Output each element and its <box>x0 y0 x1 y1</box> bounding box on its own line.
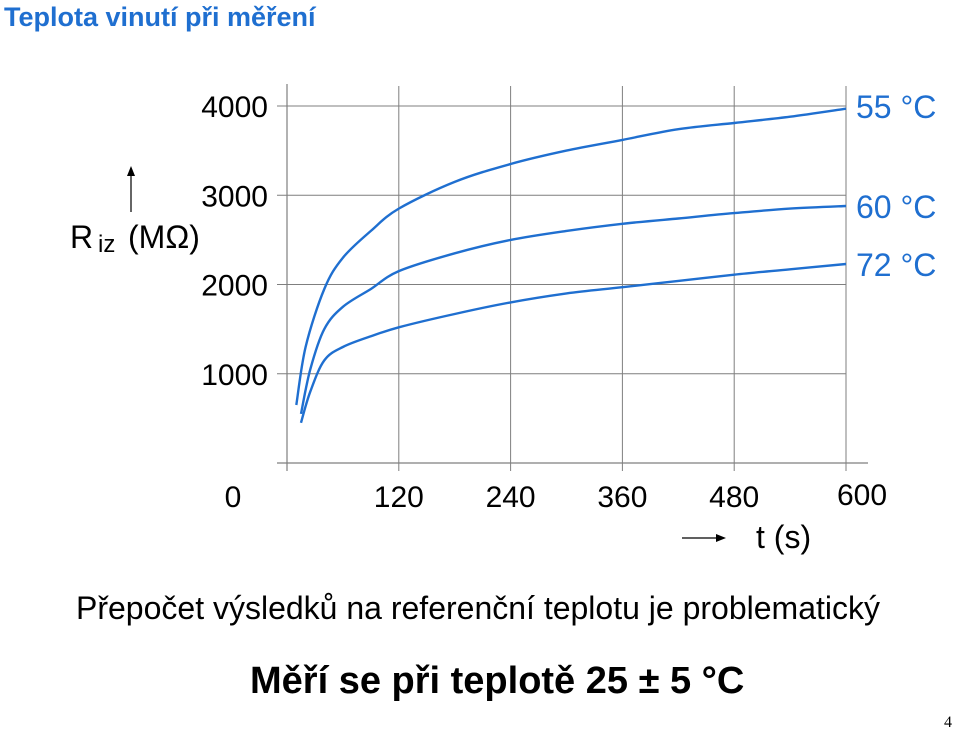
y-axis-label-sub: iz <box>98 231 115 258</box>
y-axis-label: R iz (MΩ) <box>70 166 200 258</box>
slide-title: Teplota vinutí při měření <box>4 2 316 32</box>
x-tick-label: 480 <box>709 481 759 514</box>
note-recalculation: Přepočet výsledků na referenční teplotu … <box>76 590 880 626</box>
page-number: 4 <box>944 714 952 731</box>
x-axis-label: t (s) <box>682 519 811 555</box>
y-axis-label-main: R <box>70 219 93 255</box>
y-axis-arrowhead <box>127 166 135 176</box>
x-tick-label: 360 <box>597 481 647 514</box>
x-tick-label: 600 <box>837 479 887 512</box>
series-label-3: 72 °C <box>856 247 936 283</box>
series-line-2 <box>299 204 847 415</box>
chart-grid <box>277 86 847 471</box>
y-tick-label: 2000 <box>201 270 268 303</box>
note-measurement-temperature: Měří se při teplotě 25 ± 5 °C <box>250 660 745 702</box>
y-tick-label: 3000 <box>201 180 268 213</box>
chart-axes <box>277 84 868 471</box>
y-tick-label: 1000 <box>201 359 268 392</box>
x-tick-label: 120 <box>374 481 424 514</box>
x-axis-arrowhead <box>716 534 726 542</box>
x-axis-label-text: t (s) <box>756 519 811 555</box>
series-line-1 <box>295 107 847 406</box>
x-tick-label: 240 <box>486 481 536 514</box>
series-label-1: 55 °C <box>856 89 936 125</box>
series-line-3 <box>299 262 847 424</box>
y-axis-label-unit: (MΩ) <box>128 219 200 255</box>
series-labels: 55 °C 60 °C 72 °C <box>856 89 936 283</box>
x-tick-labels: 0 120 240 360 480 600 <box>225 479 887 514</box>
x-tick-label: 0 <box>225 481 242 514</box>
y-tick-labels: 1000 2000 3000 4000 <box>201 91 268 392</box>
resistance-chart: 1000 2000 3000 4000 0 120 240 360 480 600 55 °C 6… <box>70 84 936 555</box>
series-label-2: 60 °C <box>856 189 936 225</box>
chart-series <box>295 107 847 424</box>
y-tick-label: 4000 <box>201 91 268 124</box>
